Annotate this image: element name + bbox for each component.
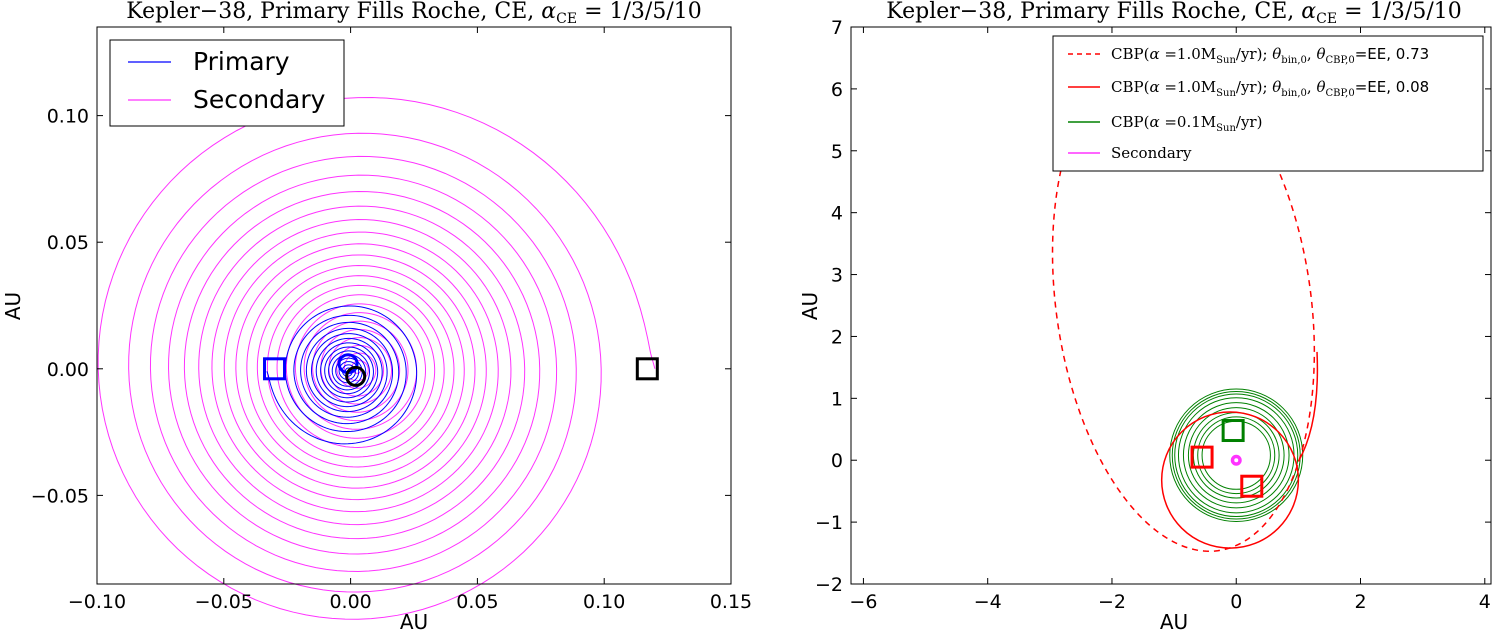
right-xtick-label: 2 [1354,591,1366,613]
legend-label-cbp-01: CBP(α =0.1MSun/yr) [1111,113,1262,134]
right-ytick-label: 6 [831,79,843,101]
primary-orbit-line [266,305,418,445]
left-plot-frame [96,26,732,585]
right-ytick-label: 1 [831,388,843,410]
right-chart: Kepler−38, Primary Fills Roche, CE, αCE … [798,0,1492,632]
right-ticks-group: −6 −4 −2 0 2 4 −2 −1 0 1 2 3 4 5 6 7 [815,17,1491,613]
right-square-marker [1221,419,1245,443]
left-xtick-label: 0.10 [583,591,625,613]
right-ylabel: AU [798,292,822,320]
left-xtick-label: 0.05 [456,591,498,613]
right-ytick-label: 0 [831,450,843,472]
left-square-marker [263,357,287,381]
left-square-marker [635,357,659,381]
right-markers-group [1190,419,1264,498]
legend-label-cbp-073: CBP(α =1.0MSun/yr); θbin,0, θCBP,0=EE, 0… [1111,45,1429,66]
cbp-01-orbit-ring [1187,407,1285,504]
cbp-008-orbit-ring [1160,411,1300,549]
right-ytick-label: 3 [831,265,843,287]
left-ticks-group: −0.10 −0.05 0.00 0.05 0.10 0.15 −0.05 0.00 0.05 0… [31,27,752,613]
right-xlabel: AU [1160,610,1188,632]
right-xtick-label: 4 [1479,591,1491,613]
right-square-marker [1240,474,1264,498]
left-series-group [97,97,656,620]
right-legend-box [1052,35,1484,172]
right-chart-title: Kepler−38, Primary Fills Roche, CE, αCE … [886,0,1462,27]
legend-label-cbp-008: CBP(α =1.0MSun/yr); θbin,0, θCBP,0=EE, 0… [1111,78,1429,99]
right-xtick-label: −2 [1098,591,1126,613]
left-xlabel: AU [400,610,428,632]
legend-label-secondary: Secondary [193,85,326,114]
right-xtick-label: −4 [974,591,1002,613]
left-chart: Kepler−38, Primary Fills Roche, CE, αCE … [1,0,752,632]
cbp-01-orbit-ring [1182,402,1290,509]
left-ylabel: AU [1,292,25,320]
right-legend: CBP(α =1.0MSun/yr); θbin,0, θCBP,0=EE, 0… [1052,35,1484,172]
left-ytick-label: 0.00 [47,359,89,381]
secondary-orbit-line [97,97,656,620]
right-xtick-label: 0 [1230,591,1242,613]
right-ytick-label: 2 [831,326,843,348]
legend-label-secondary-right: Secondary [1111,144,1192,162]
left-xtick-label: −0.05 [195,591,253,613]
right-ytick-label: 4 [831,203,843,225]
right-square-marker [1190,445,1214,469]
cbp-01-orbit-ring [1174,393,1299,518]
right-ytick-label: −2 [815,574,843,596]
left-legend: Primary Secondary [109,39,345,127]
left-legend-box [109,39,345,127]
right-ytick-label: 7 [831,17,843,39]
cbp-008-orbit-tail [1297,351,1319,462]
right-xtick-label: −6 [849,591,877,613]
left-xtick-label: 0.15 [710,591,752,613]
left-chart-title: Kepler−38, Primary Fills Roche, CE, αCE … [126,0,702,27]
cbp-01-orbit-ring [1169,388,1304,522]
cbp-073-orbit-dashed [1051,55,1316,552]
secondary-point-core [1234,458,1239,463]
left-circle-marker [345,365,367,387]
left-xtick-label: −0.10 [68,591,126,613]
left-xtick-label: 0.00 [329,591,371,613]
left-markers-group [263,353,659,387]
cbp-01-orbit-ring [1197,416,1276,495]
right-ytick-label: 5 [831,141,843,163]
left-ytick-label: 0.05 [47,232,89,254]
left-ytick-label: 0.10 [47,106,89,128]
legend-label-primary: Primary [193,47,290,76]
left-ytick-label: −0.05 [31,485,89,507]
right-ytick-label: −1 [815,512,843,534]
right-plot-frame [850,26,1492,585]
